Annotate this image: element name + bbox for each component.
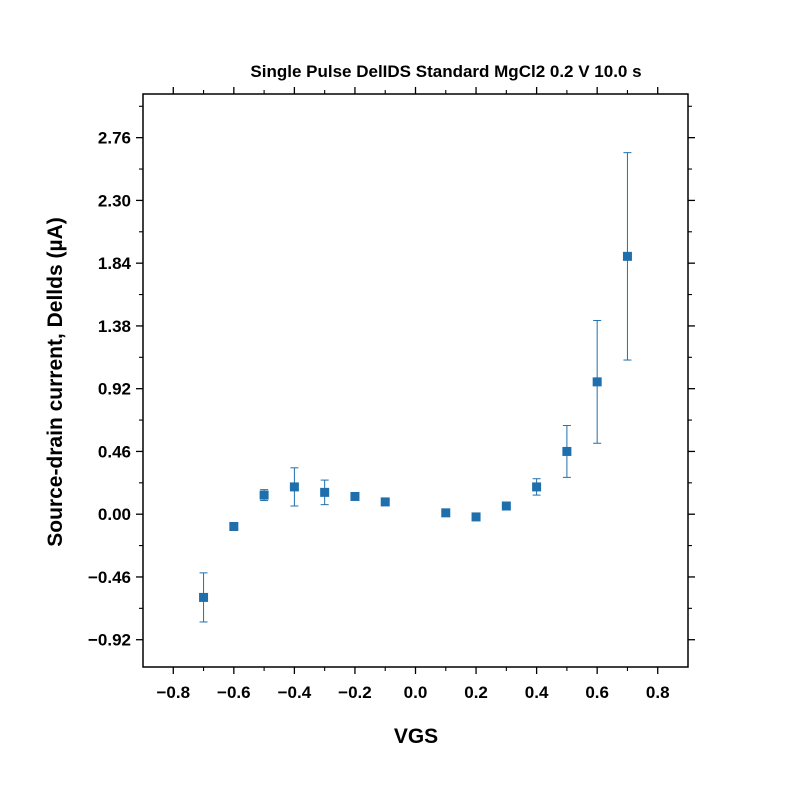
y-tick-label: 2.30 — [98, 191, 131, 210]
y-axis-title: Source-drain current, Dellds (µA) — [44, 217, 67, 547]
plot-frame — [142, 93, 689, 668]
y-tick-label: −0.92 — [88, 631, 131, 650]
y-tick-label: 1.84 — [98, 254, 132, 273]
y-tick-label: 0.92 — [98, 380, 131, 399]
data-point — [320, 487, 330, 497]
data-points — [199, 152, 632, 623]
data-point — [229, 521, 239, 531]
chart-title: Single Pulse DelIDS Standard MgCl2 0.2 V… — [250, 62, 641, 81]
y-tick-label: 0.00 — [98, 505, 131, 524]
y-tick-label: 0.46 — [98, 442, 131, 461]
x-tick-label: 0.8 — [646, 683, 670, 702]
data-point — [259, 490, 269, 500]
data-point — [199, 592, 209, 602]
x-tick-label: 0.2 — [464, 683, 488, 702]
x-tick-label: 0.6 — [585, 683, 609, 702]
data-point — [380, 497, 390, 507]
x-tick-label: −0.4 — [278, 683, 312, 702]
x-tick-label: −0.8 — [156, 683, 190, 702]
y-tick-label: −0.46 — [88, 568, 131, 587]
axis-ticks: −0.8 −0.6 −0.4 −0.2 0.0 0.2 0.4 0.6 0.8 −0.92 −0.4… — [88, 87, 695, 702]
data-point — [471, 512, 481, 522]
x-tick-label: 0.4 — [525, 683, 549, 702]
data-point — [532, 482, 542, 492]
data-point — [562, 446, 572, 456]
data-point — [350, 491, 360, 501]
x-tick-label: −0.2 — [338, 683, 372, 702]
x-axis-title: VGS — [394, 725, 438, 748]
data-point — [501, 501, 511, 511]
data-point — [622, 251, 632, 261]
y-tick-label: 2.76 — [98, 129, 131, 148]
data-point — [592, 377, 602, 387]
x-tick-label: −0.6 — [217, 683, 251, 702]
data-point — [441, 508, 451, 518]
x-tick-label: 0.0 — [404, 683, 428, 702]
data-point — [289, 482, 299, 492]
y-tick-label: 1.38 — [98, 317, 131, 336]
